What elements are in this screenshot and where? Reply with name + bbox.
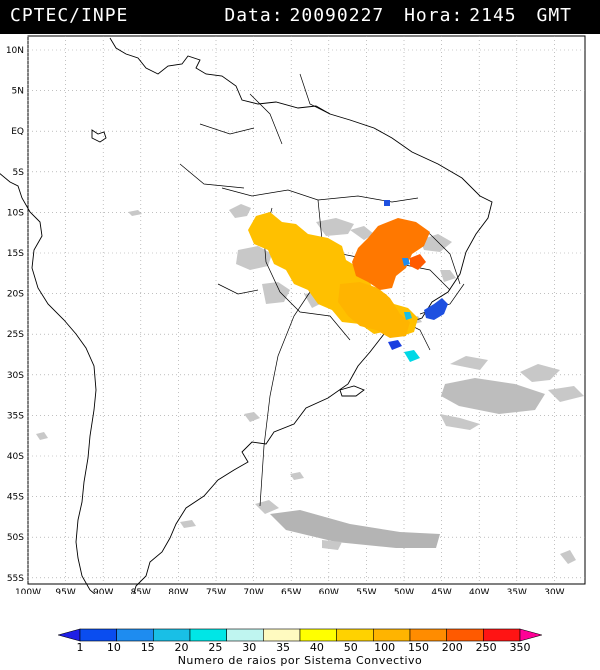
- latitude-label: 5S: [13, 168, 25, 178]
- system-mato-grosso-south: [338, 282, 410, 338]
- longitude-label: 75W: [206, 588, 226, 594]
- latitude-label: 40S: [7, 452, 24, 462]
- system-minas-small: [410, 254, 426, 270]
- legend-colorbar: [58, 628, 542, 642]
- longitude-label: 45W: [431, 588, 451, 594]
- colorbar-cell: [519, 628, 542, 642]
- colorbar-tick-label: 1: [77, 641, 84, 654]
- longitude-label: 85W: [131, 588, 151, 594]
- longitude-label: 35W: [507, 588, 527, 594]
- time-value: 2145: [469, 5, 517, 26]
- system-brasilia-blue: [402, 258, 410, 266]
- longitude-label: 100W: [15, 588, 41, 594]
- longitude-labels: 100W 95W 90W 85W 80W 75W 70W 65W 60W 55W 50W 45W 40W…: [15, 588, 565, 594]
- colorbar-tick-label: 150: [408, 641, 429, 654]
- colorbar-tick-label: 50: [344, 641, 358, 654]
- graticule: [27, 36, 585, 584]
- colorbar-tick-label: 40: [310, 641, 324, 654]
- timestamp-line: Data: 20090227 Hora: 2145 GMT: [224, 5, 572, 26]
- date-value: 20090227: [289, 5, 385, 26]
- timezone-label: GMT: [536, 5, 572, 26]
- longitude-label: 95W: [55, 588, 75, 594]
- latitude-label: 50S: [7, 533, 24, 543]
- colorbar-labels: 1 10 15 20 25 30 35 40 50 100 150 200 250 350: [77, 641, 531, 654]
- longitude-label: 80W: [168, 588, 188, 594]
- colorbar-tick-label: 100: [374, 641, 395, 654]
- latitude-label: 5N: [12, 87, 24, 97]
- latitude-label: 55S: [7, 574, 24, 584]
- latitude-label: 15S: [7, 249, 24, 259]
- longitude-label: 65W: [281, 588, 301, 594]
- system-parana-blue: [388, 340, 402, 350]
- latitude-label: 45S: [7, 493, 24, 503]
- longitude-label: 90W: [93, 588, 113, 594]
- cloud-cover: [36, 204, 584, 564]
- longitude-label: 40W: [469, 588, 489, 594]
- colorbar-tick-label: 350: [510, 641, 531, 654]
- system-goias-bahia: [352, 218, 430, 290]
- latitude-label: 20S: [7, 290, 24, 300]
- system-sao-paulo-blue: [424, 298, 448, 320]
- date-label: Data:: [224, 5, 284, 26]
- colorbar-tick-label: 20: [175, 641, 189, 654]
- colorbar-tick-label: 30: [242, 641, 256, 654]
- colorbar-tick-label: 35: [276, 641, 290, 654]
- convective-systems: [248, 200, 448, 362]
- latitude-label: 25S: [7, 330, 24, 340]
- time-label: Hora:: [404, 5, 464, 26]
- system-small-cyan: [404, 312, 412, 320]
- lightning-map: 10N5NEQ5S10S15S20S25S30S35S40S45S50S55S …: [0, 35, 586, 594]
- system-north-blue: [384, 200, 390, 206]
- latitude-label: 35S: [7, 411, 24, 421]
- longitude-label: 55W: [356, 588, 376, 594]
- longitude-label: 70W: [243, 588, 263, 594]
- system-parana-cyan: [404, 350, 420, 362]
- longitude-label: 30W: [544, 588, 564, 594]
- colorbar-tick-label: 15: [141, 641, 155, 654]
- organization-label: CPTEC/INPE: [10, 5, 129, 26]
- longitude-label: 60W: [319, 588, 339, 594]
- colorbar-tick-label: 200: [442, 641, 463, 654]
- continent-outline: [0, 37, 493, 594]
- longitude-label: 50W: [394, 588, 414, 594]
- map-frame: [27, 35, 586, 585]
- colorbar-cells: [58, 628, 542, 642]
- colorbar-tick-label: 250: [476, 641, 497, 654]
- latitude-label: 30S: [7, 371, 24, 381]
- latitude-label: 10N: [6, 46, 24, 56]
- latitude-label: 10S: [7, 208, 24, 218]
- latitude-label: EQ: [11, 127, 24, 137]
- legend-caption: Numero de raios por Sistema Convectivo: [177, 654, 423, 667]
- colorbar-tick-label: 10: [107, 641, 121, 654]
- latitude-labels: 10N 5N EQ 5S 10S 15S 20S 25S 30S 35S 40S 45S 50S 55S: [6, 46, 24, 584]
- legend-tick-labels: 1 10 15 20 25 30 35 40 50 100 150 200 250 350: [77, 641, 531, 654]
- colorbar-tick-label: 25: [208, 641, 222, 654]
- map-header: CPTEC/INPE Data: 20090227 Hora: 2145 GMT: [0, 0, 600, 34]
